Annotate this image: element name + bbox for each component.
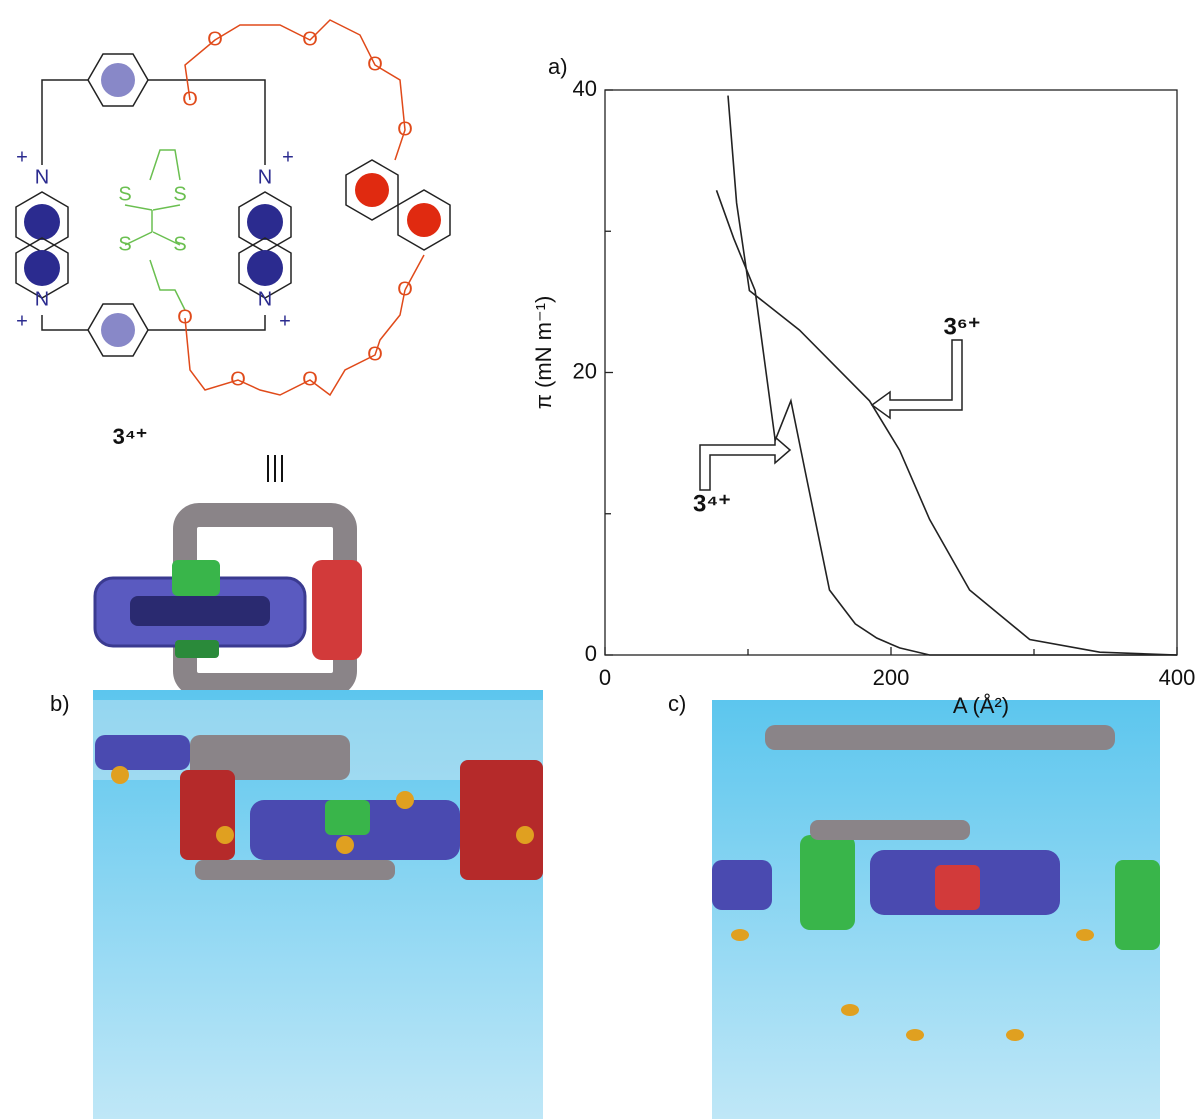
- compound-label: 3⁴⁺: [113, 424, 148, 449]
- panel-label: b): [50, 691, 70, 716]
- ring: [238, 237, 292, 299]
- isotherm-line: [715, 190, 1177, 656]
- atom-label: N: [35, 288, 49, 310]
- ring-center: [24, 250, 60, 286]
- bond: [184, 19, 406, 161]
- y-axis-label: π (mN m⁻¹): [531, 296, 556, 410]
- equivalence-sign: [267, 455, 283, 482]
- bond: [184, 289, 406, 397]
- catenane-cartoon: [93, 503, 362, 697]
- atom-label: S: [173, 183, 186, 205]
- x-axis-label: A (Å²): [953, 693, 1009, 718]
- atom-label: O: [302, 28, 318, 50]
- ring-center: [24, 204, 60, 240]
- atom-label: S: [173, 233, 186, 255]
- annotation-arrow: [699, 435, 792, 491]
- ring-center: [101, 63, 135, 97]
- ring: [15, 237, 69, 299]
- ring: [397, 189, 451, 251]
- plot-frame: [604, 89, 1178, 656]
- isotherm-line: [727, 95, 1178, 656]
- x-tick-label: 400: [1159, 665, 1196, 690]
- ring-center: [247, 204, 283, 240]
- ring-center: [247, 250, 283, 286]
- atom-label: O: [302, 368, 318, 390]
- atom-label: O: [397, 278, 413, 300]
- series-label: 3⁴⁺: [693, 490, 731, 517]
- atom-label: O: [182, 88, 198, 110]
- atom-label: N: [258, 166, 272, 188]
- bond: [41, 79, 266, 331]
- atom-label: O: [207, 28, 223, 50]
- ring: [238, 191, 292, 253]
- y-tick-label: 40: [573, 76, 597, 101]
- panel-c-render: [712, 700, 1160, 1119]
- y-tick-label: 0: [585, 641, 597, 666]
- atom-label: N: [258, 288, 272, 310]
- ring-center: [355, 173, 389, 207]
- bond: [404, 254, 425, 291]
- series-label: 3⁶⁺: [943, 313, 980, 340]
- atom-label: O: [367, 53, 383, 75]
- x-tick-label: 0: [599, 665, 611, 690]
- y-tick-label: 20: [573, 358, 597, 383]
- panel-b-render: [93, 690, 543, 1119]
- ring: [15, 191, 69, 253]
- atom-label: O: [230, 368, 246, 390]
- panel-label: c): [668, 691, 686, 716]
- bond: [124, 149, 186, 311]
- atom-label: O: [367, 343, 383, 365]
- panel-label: a): [548, 54, 568, 79]
- atom-label: S: [118, 183, 131, 205]
- ring-center: [101, 313, 135, 347]
- atom-label: N: [35, 166, 49, 188]
- x-tick-label: 200: [873, 665, 910, 690]
- annotation-arrow: [870, 339, 963, 420]
- atom-label: +: [16, 310, 28, 332]
- atom-label: +: [282, 146, 294, 168]
- ring-center: [407, 203, 441, 237]
- atom-label: O: [177, 306, 193, 328]
- atom-label: S: [118, 233, 131, 255]
- atom-label: +: [279, 310, 291, 332]
- atom-label: O: [397, 118, 413, 140]
- atom-label: +: [16, 146, 28, 168]
